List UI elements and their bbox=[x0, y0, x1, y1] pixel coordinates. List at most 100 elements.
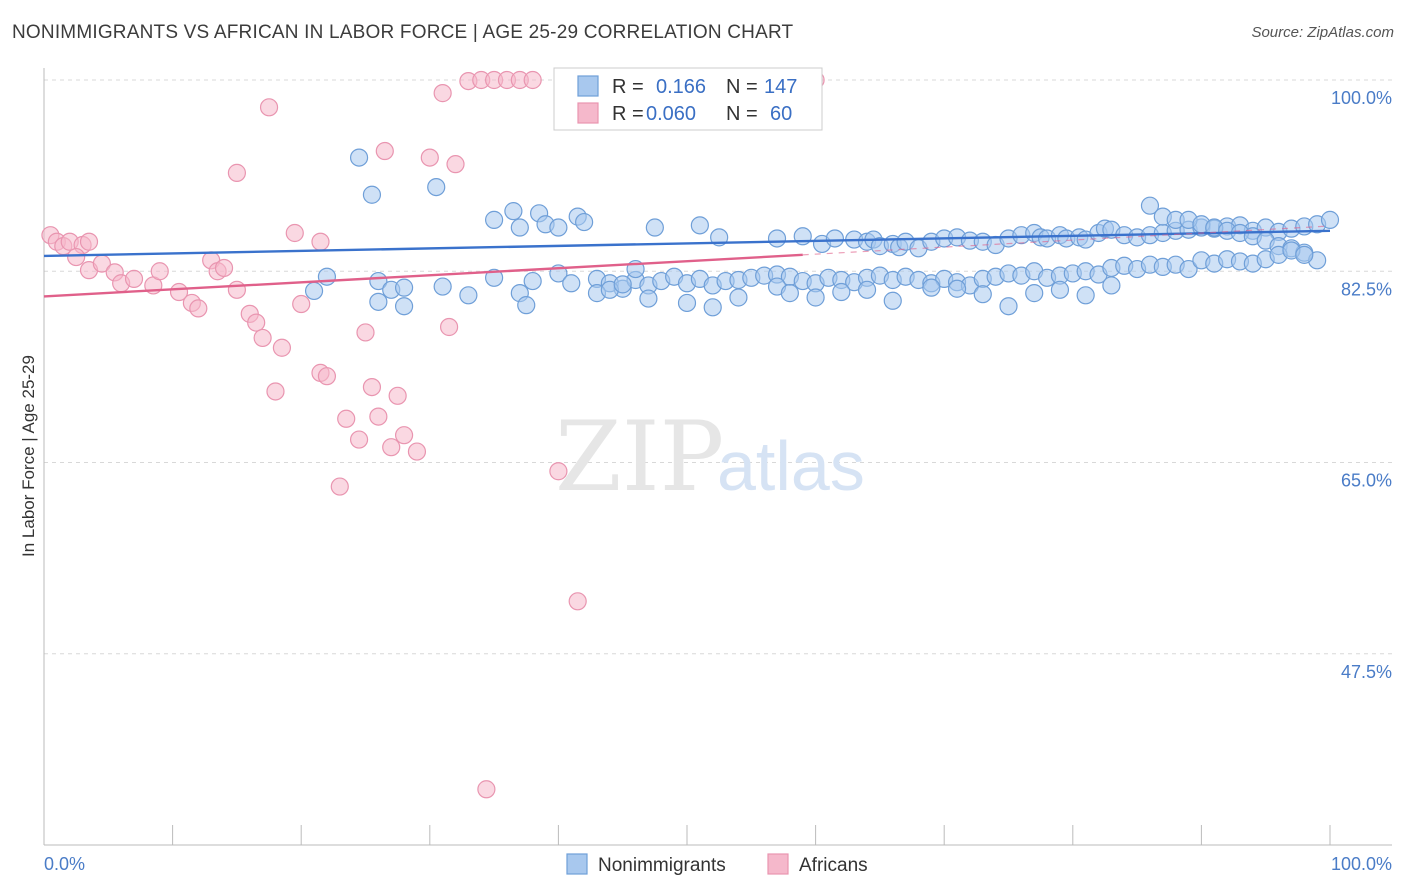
african-point-59 bbox=[375, 141, 394, 161]
nonimmigrant-point-17 bbox=[825, 229, 844, 248]
nonimmigrant-point-81 bbox=[523, 271, 542, 291]
african-point-32 bbox=[337, 409, 356, 428]
african-point-33 bbox=[349, 430, 369, 449]
nonimmigrant-point-142 bbox=[394, 297, 414, 316]
nonimmigrant-point-165 bbox=[1050, 280, 1070, 299]
african-point-23 bbox=[253, 328, 272, 348]
watermark: ZIP atlas bbox=[555, 401, 865, 513]
african-point-30 bbox=[317, 367, 337, 386]
african-point-63 bbox=[477, 780, 496, 799]
nonimmigrant-point-139 bbox=[1295, 245, 1314, 264]
african-point-42 bbox=[433, 84, 452, 103]
y-axis-tick-labels: 100.0% 82.5% 65.0% 47.5% bbox=[1331, 88, 1392, 682]
african-point-38 bbox=[388, 386, 407, 405]
bottom-legend-swatch-nonimmigrants bbox=[566, 853, 588, 875]
african-point-20 bbox=[227, 280, 246, 299]
nonimmigrant-point-159 bbox=[883, 291, 902, 310]
legend-r-value-1: 0.060 bbox=[646, 103, 696, 125]
nonimmigrant-point-78 bbox=[394, 278, 414, 297]
legend-n-value-0: 147 bbox=[764, 76, 797, 98]
african-point-39 bbox=[394, 426, 414, 445]
nonimmigrant-point-3 bbox=[485, 210, 504, 229]
nonimmigrants-points bbox=[304, 148, 1340, 317]
african-point-60 bbox=[439, 317, 459, 337]
legend-r-label-1: R = bbox=[612, 103, 644, 125]
nonimmigrant-point-163 bbox=[999, 297, 1018, 316]
nonimmigrant-point-5 bbox=[510, 218, 529, 237]
nonimmigrant-point-166 bbox=[1076, 286, 1095, 305]
axes bbox=[43, 68, 1392, 846]
african-point-22 bbox=[247, 313, 266, 332]
nonimmigrant-point-148 bbox=[613, 275, 632, 294]
nonimmigrant-point-2 bbox=[427, 178, 446, 197]
x-tick-label-1: 100.0% bbox=[1331, 854, 1392, 874]
y-tick-label-3: 47.5% bbox=[1341, 662, 1392, 682]
african-point-58 bbox=[227, 163, 246, 182]
watermark-atlas: atlas bbox=[717, 427, 865, 505]
nonimmigrant-point-141 bbox=[369, 292, 388, 311]
nonimmigrant-point-157 bbox=[832, 282, 851, 302]
african-point-29 bbox=[311, 232, 330, 251]
african-point-11 bbox=[124, 269, 144, 288]
legend-n-value-1: 60 bbox=[770, 103, 792, 125]
african-point-26 bbox=[285, 223, 304, 243]
nonimmigrant-point-143 bbox=[459, 286, 478, 305]
legend-n-label-1: N = bbox=[726, 103, 758, 125]
bottom-legend-label-nonimmigrants: Nonimmigrants bbox=[598, 855, 726, 876]
nonimmigrant-point-161 bbox=[947, 279, 967, 298]
african-point-31 bbox=[330, 477, 349, 496]
nonimmigrant-point-167 bbox=[1102, 276, 1121, 295]
african-point-34 bbox=[362, 377, 382, 397]
african-point-36 bbox=[369, 407, 388, 426]
bottom-legend: Nonimmigrants Africans bbox=[566, 853, 868, 876]
nonimmigrant-point-0 bbox=[349, 148, 369, 167]
bottom-legend-label-africans: Africans bbox=[799, 855, 868, 876]
nonimmigrant-point-8 bbox=[549, 218, 568, 237]
african-point-5 bbox=[79, 232, 99, 251]
african-point-6 bbox=[67, 247, 86, 267]
african-point-24 bbox=[266, 382, 285, 401]
african-point-35 bbox=[356, 323, 375, 342]
african-point-57 bbox=[259, 98, 279, 117]
nonimmigrant-point-10 bbox=[575, 212, 594, 232]
nonimmigrant-point-158 bbox=[857, 280, 877, 299]
nonimmigrant-point-151 bbox=[677, 293, 697, 313]
nonimmigrant-point-155 bbox=[780, 284, 799, 303]
nonimmigrants-trend-line bbox=[43, 229, 1331, 258]
trend-lines bbox=[43, 225, 1331, 298]
x-axis-tick-labels: 0.0% 100.0% bbox=[44, 854, 1392, 874]
african-point-49 bbox=[523, 70, 542, 90]
nonimmigrant-point-150 bbox=[639, 289, 658, 308]
nonimmigrant-point-14 bbox=[767, 229, 787, 248]
nonimmigrant-point-162 bbox=[973, 285, 992, 304]
x-tick-label-0: 0.0% bbox=[44, 854, 85, 874]
african-point-41 bbox=[420, 148, 439, 167]
nonimmigrant-point-140 bbox=[304, 281, 324, 301]
african-point-19 bbox=[214, 258, 234, 278]
watermark-zip: ZIP bbox=[555, 401, 724, 513]
african-point-25 bbox=[272, 338, 292, 357]
africans-trend-line bbox=[43, 253, 803, 298]
africans-trend-extension bbox=[802, 225, 1331, 256]
legend-r-value-0: 0.166 bbox=[656, 76, 706, 98]
legend-r-label-0: R = bbox=[612, 76, 644, 98]
legend-swatch-nonimmigrants bbox=[577, 75, 599, 97]
nonimmigrant-point-130 bbox=[1179, 259, 1198, 279]
nonimmigrant-point-156 bbox=[806, 288, 825, 307]
african-point-13 bbox=[150, 262, 169, 281]
nonimmigrant-point-60 bbox=[1320, 210, 1340, 229]
african-point-16 bbox=[189, 299, 208, 318]
nonimmigrant-point-12 bbox=[690, 216, 709, 235]
y-tick-label-1: 82.5% bbox=[1341, 279, 1392, 299]
nonimmigrant-point-152 bbox=[703, 298, 722, 317]
nonimmigrant-point-80 bbox=[485, 268, 504, 287]
african-point-37 bbox=[382, 438, 401, 457]
y-tick-label-2: 65.0% bbox=[1341, 471, 1392, 491]
stats-legend: R = 0.166 N = 147 R = 0.060 N = 60 bbox=[553, 67, 823, 131]
stats-legend-box bbox=[553, 67, 823, 131]
african-point-40 bbox=[407, 442, 427, 461]
nonimmigrant-point-145 bbox=[517, 296, 536, 315]
y-axis-label: In Labor Force | Age 25-29 bbox=[19, 355, 38, 557]
nonimmigrant-point-164 bbox=[1025, 284, 1044, 303]
